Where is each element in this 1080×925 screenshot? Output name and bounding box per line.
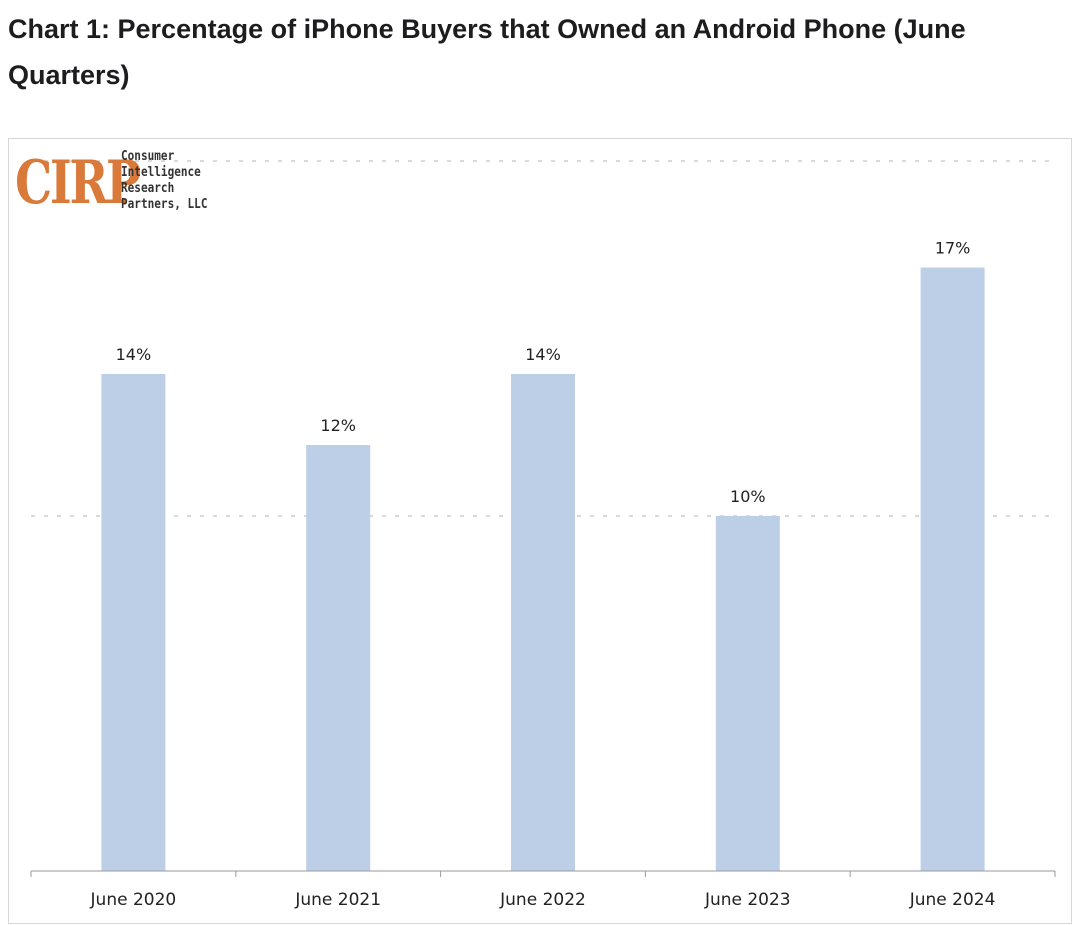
x-tick-label: June 2023 — [704, 890, 791, 910]
x-tick-label: June 2021 — [294, 890, 381, 910]
logo-line: Partners, LLC — [121, 197, 208, 212]
bar — [511, 374, 575, 871]
x-tick-label: June 2020 — [90, 890, 177, 910]
data-label: 14% — [116, 345, 152, 364]
data-label: 12% — [320, 416, 356, 435]
bar — [920, 267, 985, 871]
bar — [306, 445, 371, 871]
chart-frame: 14% June 2020 12% June 2021 14% June 2022 10% J… — [8, 138, 1072, 924]
data-label: 17% — [935, 239, 971, 258]
page-title: Chart 1: Percentage of iPhone Buyers tha… — [8, 14, 966, 90]
bar-chart: 14% June 2020 12% June 2021 14% June 2022 10% J… — [30, 160, 1056, 910]
logo-company-name: Consumer Intelligence Research Partners,… — [121, 149, 207, 213]
logo-line: Consumer — [121, 149, 175, 164]
logo-line: Intelligence — [121, 165, 201, 180]
cirp-logo: CIRP Consumer Intelligence Research Part… — [15, 147, 215, 227]
data-label: 10% — [730, 487, 766, 506]
bar — [101, 374, 166, 871]
x-tick-label: June 2022 — [499, 890, 586, 910]
logo-line: Research — [121, 181, 175, 196]
logo-mark: CIRP — [15, 148, 141, 218]
x-tick-label: June 2024 — [909, 890, 996, 910]
bar — [715, 516, 780, 871]
data-label: 14% — [525, 345, 561, 364]
